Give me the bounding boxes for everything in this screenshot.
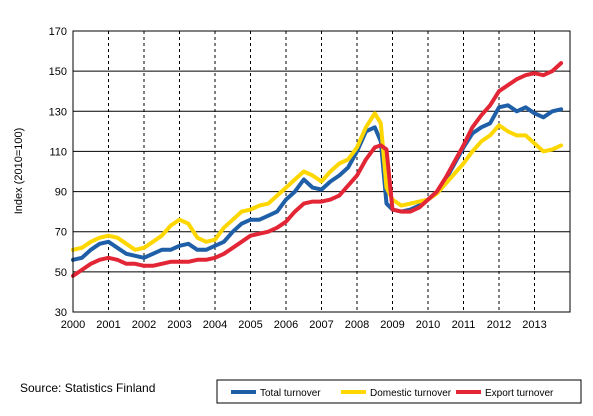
series-line-2	[71, 61, 564, 278]
series-line-0	[71, 103, 564, 262]
x-tick-label: 2006	[274, 319, 298, 331]
x-tick-label: 2001	[96, 319, 120, 331]
x-tick-label: 2005	[238, 319, 262, 331]
x-tick-label: 2013	[522, 319, 546, 331]
y-tick-labels: 30 50 70 90 110 130 150 170	[49, 26, 67, 319]
legend-box	[216, 379, 582, 404]
y-tick-label: 110	[49, 146, 67, 158]
x-tick-label: 2012	[487, 319, 511, 331]
x-tick-label: 2010	[416, 319, 440, 331]
legend-label: Domestic turnover	[370, 388, 452, 399]
y-tick-label: 30	[55, 307, 67, 319]
y-tick-label: 90	[55, 187, 67, 199]
legend: Total turnover Domestic turnover Export tu…	[216, 379, 582, 404]
y-tick-label: 70	[55, 227, 67, 239]
source-note: Source: Statistics Finland	[20, 381, 156, 395]
y-tick-label: 50	[55, 267, 67, 279]
y-tick-label: 150	[49, 66, 67, 78]
x-tick-label: 2000	[61, 319, 85, 331]
x-tick-label: 2004	[203, 319, 227, 331]
legend-label: Total turnover	[260, 388, 321, 399]
series-line-1	[71, 111, 564, 252]
x-tick-label: 2007	[309, 319, 333, 331]
y-axis-label: Index (2010=100)	[13, 128, 25, 215]
legend-label: Export turnover	[485, 388, 554, 399]
grid	[73, 31, 570, 312]
x-tick-label: 2002	[132, 319, 156, 331]
x-tick-label: 2003	[167, 319, 191, 331]
x-tick-label: 2011	[452, 319, 476, 331]
plot-frame	[72, 30, 571, 313]
y-tick-label: 170	[49, 26, 67, 38]
series-lines	[71, 61, 564, 278]
x-tick-label: 2009	[380, 319, 404, 331]
y-tick-label: 130	[49, 106, 67, 118]
x-tick-labels: 2000 2001 2002 2003 2004 2005 2006 2007 2008 2009…	[61, 319, 547, 331]
x-tick-label: 2008	[345, 319, 369, 331]
